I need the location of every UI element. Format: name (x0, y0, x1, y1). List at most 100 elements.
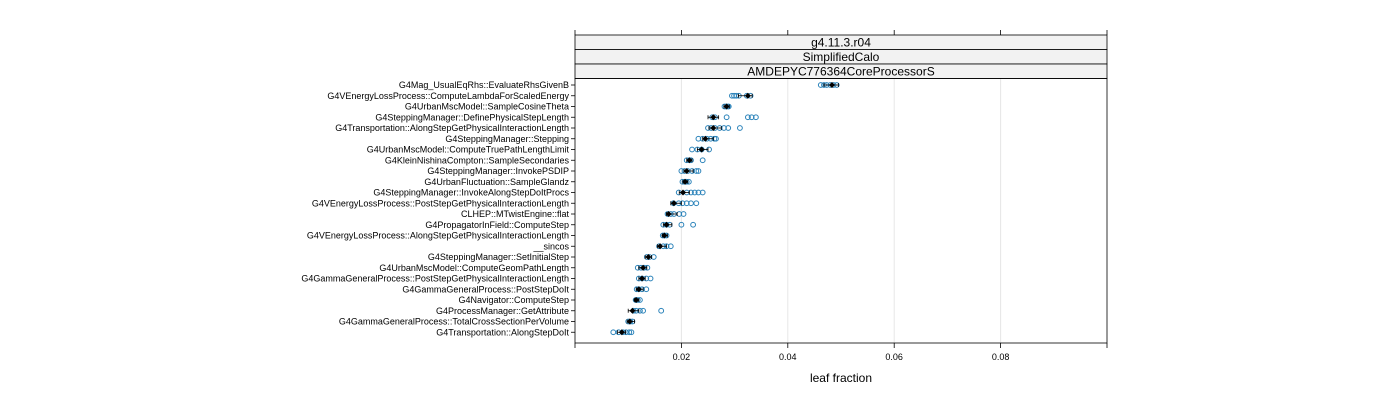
category-row (707, 114, 759, 121)
median-marker (663, 221, 670, 228)
category-label: G4KleinNishinaCompton::SampleSecondaries (385, 155, 570, 165)
strip-headers: g4.11.3.r04SimplifiedCaloAMDEPYC776364Co… (574, 34, 1108, 79)
category-label: G4Transportation::AlongStepGetPhysicalIn… (335, 123, 569, 133)
category-row (721, 103, 732, 110)
sample-point (643, 286, 650, 293)
sample-point (683, 200, 690, 207)
category-label: G4Mag_UsualEqRhs::EvaluateRhsGivenB (399, 80, 569, 90)
category-label: G4GammaGeneralProcess::TotalCrossSection… (339, 317, 569, 327)
sample-point (610, 329, 617, 336)
category-label: G4GammaGeneralProcess::PostStepDoIt (402, 284, 569, 294)
median-marker (744, 92, 751, 99)
median-marker (635, 286, 642, 293)
sample-point (689, 146, 695, 153)
data-points (610, 82, 840, 336)
category-labels: G4Mag_UsualEqRhs::EvaluateRhsGivenBG4VEn… (301, 80, 575, 337)
median-marker (626, 318, 633, 325)
median-marker (683, 168, 690, 174)
category-row (660, 221, 697, 228)
category-label: G4PropagatorInField::ComputeStep (425, 220, 569, 230)
category-label: G4VEnergyLossProcess::ComputeLambdaForSc… (327, 91, 569, 101)
category-label: G4UrbanMscModel::ComputeGeomPathLength (379, 263, 569, 273)
sample-point (626, 329, 633, 336)
median-marker (618, 329, 625, 336)
panel-border (574, 78, 1108, 344)
category-label: G4SteppingManager::Stepping (445, 134, 569, 144)
median-marker (698, 146, 705, 153)
category-row (635, 275, 654, 282)
category-row (643, 254, 657, 260)
category-row (670, 200, 700, 207)
median-marker (686, 157, 693, 164)
category-label: G4VEnergyLossProcess::PostStepGetPhysica… (312, 198, 569, 208)
panel-frame (574, 78, 1108, 344)
x-axis: 0.02 0.04 0.06 0.08 (574, 30, 1108, 362)
category-label: CLHEP::MTwistEngine::flat (461, 209, 570, 219)
sample-point (691, 189, 698, 196)
category-row (679, 178, 692, 185)
category-label: G4UrbanMscModel::ComputeTruePathLengthLi… (367, 145, 570, 155)
category-label: __sincos (532, 241, 569, 251)
sample-point (745, 114, 751, 121)
sample-point (658, 307, 665, 314)
median-marker (710, 114, 717, 121)
median-marker (633, 297, 640, 303)
sample-point (628, 329, 635, 336)
median-marker (710, 125, 717, 131)
sample-point (667, 243, 674, 250)
category-row (678, 168, 702, 174)
median-marker (661, 232, 668, 239)
sample-point (693, 200, 700, 207)
sample-point (690, 221, 697, 228)
category-label: G4UrbanFluctuation::SampleGlandz (424, 177, 569, 187)
sample-point (723, 114, 730, 121)
category-label: G4VEnergyLossProcess::AlongStepGetPhysic… (307, 231, 569, 241)
median-marker (679, 189, 686, 196)
sample-point (699, 157, 706, 164)
sample-point (817, 82, 824, 88)
x-tick-label: 0.06 (885, 352, 903, 362)
median-marker (723, 103, 730, 110)
gridlines (680, 78, 1002, 343)
category-row (683, 157, 706, 164)
sample-point (693, 168, 700, 174)
median-marker (665, 211, 672, 217)
x-tick-label: 0.02 (673, 352, 691, 362)
category-row (695, 135, 719, 142)
category-label: G4GammaGeneralProcess::PostStepGetPhysic… (301, 274, 569, 284)
category-row (656, 243, 674, 250)
sample-point (695, 189, 702, 196)
category-row (659, 232, 670, 239)
category-row (817, 82, 840, 88)
sample-point (725, 125, 732, 131)
median-marker (682, 178, 689, 185)
sample-point (680, 211, 687, 217)
sample-point (737, 125, 743, 131)
category-label: G4Transportation::AlongStepDoIt (436, 327, 569, 337)
category-row (610, 329, 635, 336)
sample-point (688, 200, 694, 207)
sample-point (640, 307, 646, 314)
sample-point (695, 168, 702, 174)
median-marker (640, 264, 647, 271)
median-marker (645, 254, 652, 260)
x-tick-label: 0.08 (992, 352, 1010, 362)
sample-point (752, 114, 759, 121)
strip-label: AMDEPYC776364CoreProcessorS (747, 64, 934, 78)
category-row (625, 318, 636, 325)
x-tick-label: 0.04 (779, 352, 797, 362)
category-row (664, 211, 687, 217)
x-axis-title: leaf fraction (810, 371, 872, 385)
category-row (689, 146, 712, 153)
category-row (634, 264, 651, 271)
sample-point (647, 275, 654, 282)
median-marker (670, 200, 677, 207)
median-marker (639, 275, 646, 282)
category-row (632, 297, 643, 303)
sample-point (729, 92, 735, 99)
median-marker (629, 307, 636, 314)
sample-point (748, 114, 755, 121)
strip-label: SimplifiedCalo (803, 50, 880, 64)
category-row (633, 286, 650, 293)
